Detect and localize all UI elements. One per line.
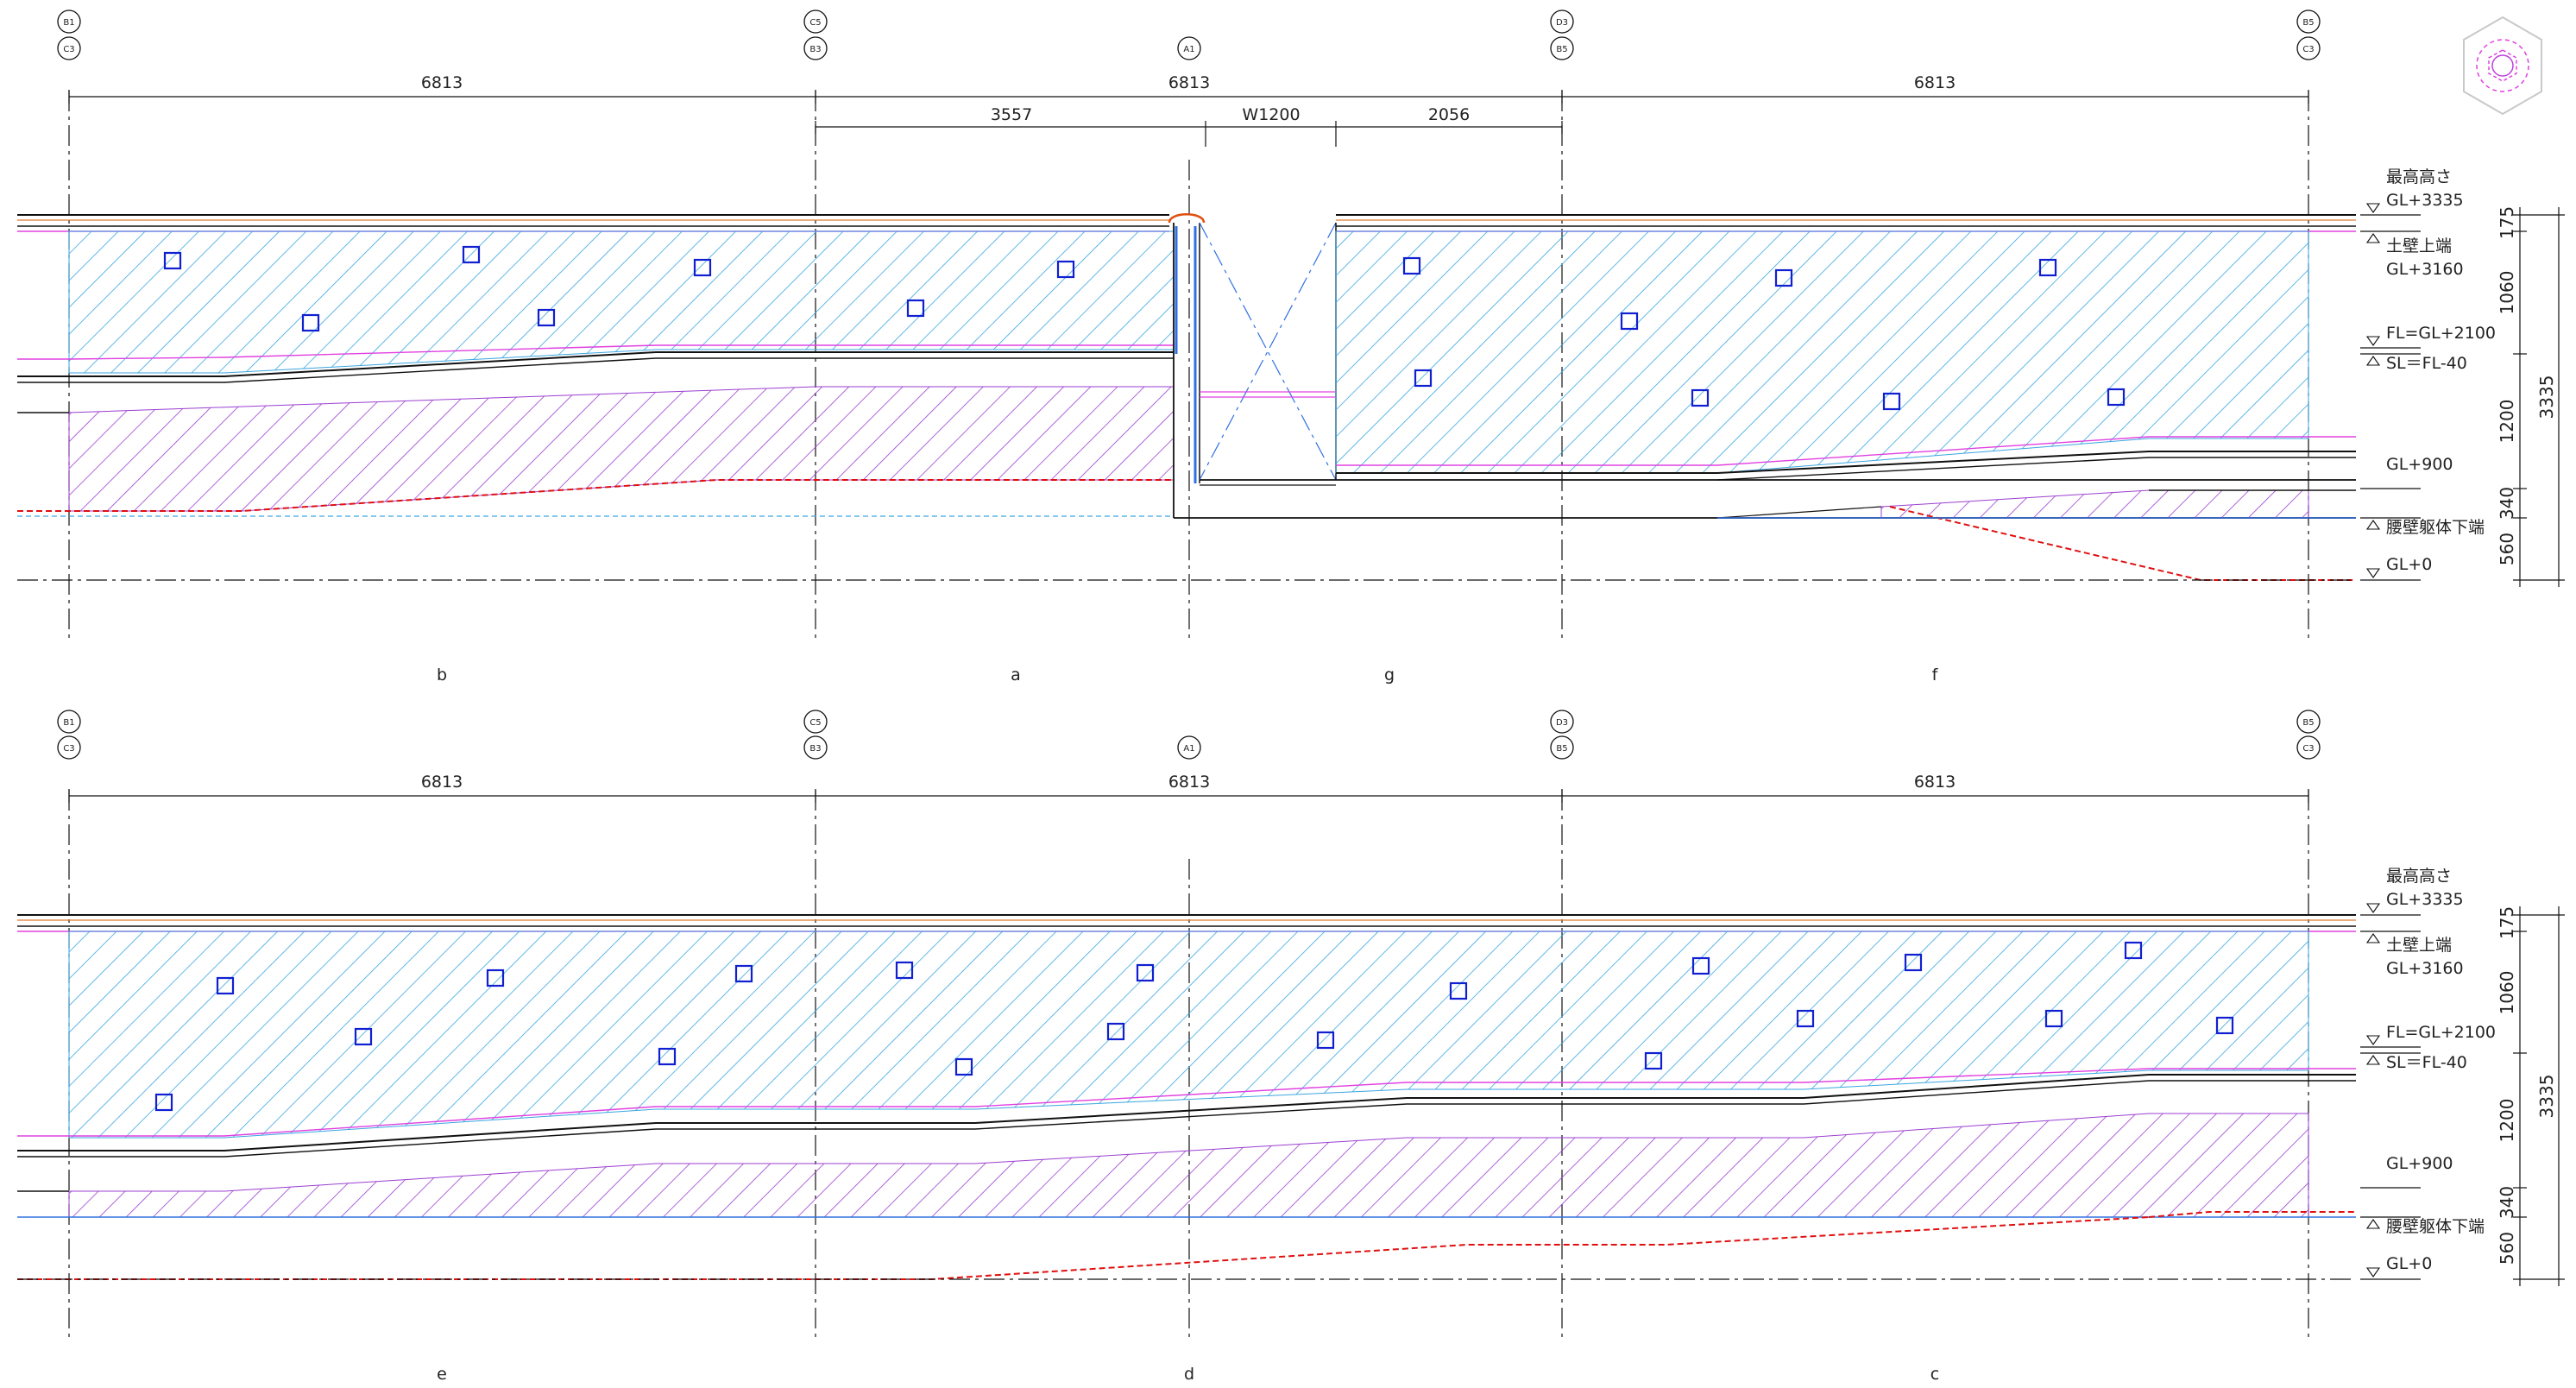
- floor-lines-bottom: [17, 1068, 2356, 1280]
- svg-text:C3: C3: [2302, 744, 2314, 754]
- level-fl: FL=GL+2100: [2386, 324, 2496, 343]
- grid-tag-b5c3: B5 C3: [2296, 9, 2321, 60]
- grid-tag-d3b5-bottom: D3 B5: [1550, 710, 1574, 760]
- orientation-mark-icon: [2463, 16, 2542, 116]
- dim-3557: 3557: [991, 105, 1032, 124]
- elevation-label-f: f: [1932, 666, 1939, 685]
- level-gl900: GL+900: [2386, 455, 2453, 474]
- svg-text:C5: C5: [809, 18, 821, 28]
- svg-text:GL+3335: GL+3335: [2386, 890, 2464, 909]
- grid-tag-a1: A1: [1177, 36, 1201, 60]
- svg-text:6813: 6813: [1914, 773, 1956, 792]
- svg-text:B3: B3: [809, 45, 821, 54]
- bottom-elevation: B1 C3 C5 B3 A1 D3 B5 B5 C3: [17, 710, 2565, 1384]
- svg-text:C3: C3: [2302, 45, 2314, 54]
- svg-text:SL＝FL-40: SL＝FL-40: [2386, 1053, 2467, 1072]
- svg-text:A1: A1: [1183, 45, 1194, 54]
- level-max-title: 最高高さ: [2386, 167, 2452, 186]
- svg-text:560: 560: [2497, 533, 2517, 565]
- svg-text:C3: C3: [63, 45, 74, 54]
- dim-6813-1: 6813: [421, 73, 463, 92]
- level-wall-value: GL+3160: [2386, 260, 2464, 279]
- elevation-label-b: b: [437, 666, 447, 685]
- level-waist: 腰壁躯体下端: [2386, 518, 2485, 537]
- svg-text:340: 340: [2497, 487, 2517, 520]
- dim-6813-3: 6813: [1914, 73, 1956, 92]
- dimension-line-sub: 3557 W1200 2056: [815, 105, 1563, 147]
- dim-6813-2: 6813: [1168, 73, 1210, 92]
- level-wall-title: 土壁上端: [2386, 237, 2452, 256]
- svg-text:1200: 1200: [2497, 1099, 2517, 1143]
- level-max-value: GL+3335: [2386, 191, 2464, 210]
- svg-text:6813: 6813: [421, 773, 463, 792]
- dim-2056: 2056: [1428, 105, 1470, 124]
- svg-text:A1: A1: [1183, 744, 1194, 754]
- svg-text:B1: B1: [63, 718, 74, 728]
- svg-text:GL+3160: GL+3160: [2386, 959, 2464, 978]
- vent-squares-top: [163, 245, 2126, 411]
- svg-text:1060: 1060: [2497, 971, 2517, 1015]
- svg-text:340: 340: [2497, 1186, 2517, 1219]
- level-markers-top: 最高高さ GL+3335 土壁上端 GL+3160 FL=GL+2100 SL＝…: [2360, 167, 2496, 581]
- dimension-line-main-bottom: 6813 6813 6813: [68, 773, 2309, 803]
- svg-text:B5: B5: [1556, 744, 1567, 754]
- svg-text:最高高さ: 最高高さ: [2386, 867, 2452, 886]
- top-elevation: B1 C3 C5 B3 A1 D3 B5 B5 C3: [17, 9, 2565, 685]
- elevation-label-e: e: [437, 1365, 447, 1384]
- right-dims-top: 175 1060 1200 340 560 3335: [2497, 206, 2565, 587]
- svg-text:B3: B3: [809, 744, 821, 754]
- grid-tag-b1c3-bottom: B1 C3: [57, 710, 81, 760]
- svg-text:B5: B5: [1556, 45, 1567, 54]
- svg-text:D3: D3: [1556, 718, 1568, 728]
- svg-text:6813: 6813: [1168, 773, 1210, 792]
- svg-text:3335: 3335: [2536, 375, 2557, 420]
- level-gl0: GL+0: [2386, 555, 2432, 574]
- elevation-label-g: g: [1384, 666, 1395, 685]
- dimension-line-main: 6813 6813 6813: [68, 73, 2309, 104]
- wall-top-lines: [17, 214, 2356, 232]
- dim-w1200: W1200: [1242, 105, 1300, 124]
- svg-text:1060: 1060: [2497, 271, 2517, 315]
- svg-text:B5: B5: [2302, 718, 2314, 728]
- svg-text:B5: B5: [2302, 18, 2314, 28]
- svg-text:腰壁躯体下端: 腰壁躯体下端: [2386, 1217, 2485, 1236]
- waist-panel-right: [1880, 489, 2309, 519]
- wall-top-lines-bottom: [17, 914, 2356, 932]
- grid-tag-a1-bottom: A1: [1177, 735, 1201, 760]
- elevation-label-a: a: [1011, 666, 1021, 685]
- wall-panel-bottom: [68, 931, 2309, 1139]
- svg-text:1200: 1200: [2497, 400, 2517, 444]
- svg-text:C3: C3: [63, 744, 74, 754]
- right-dims-bottom: 175 1060 1200 340 560 3335: [2497, 906, 2565, 1286]
- grid-tag-d3b5: D3 B5: [1550, 9, 1574, 60]
- svg-text:C5: C5: [809, 718, 821, 728]
- svg-text:FL=GL+2100: FL=GL+2100: [2386, 1023, 2496, 1042]
- grid-tag-c5b3-bottom: C5 B3: [803, 710, 828, 760]
- level-sl: SL＝FL-40: [2386, 354, 2467, 373]
- vent-squares-bottom: [154, 941, 2234, 1112]
- svg-text:土壁上端: 土壁上端: [2386, 936, 2452, 955]
- svg-text:175: 175: [2497, 206, 2517, 239]
- svg-text:560: 560: [2497, 1232, 2517, 1265]
- elevation-label-c: c: [1930, 1365, 1939, 1384]
- waist-panel-left: [68, 386, 1175, 512]
- svg-text:D3: D3: [1556, 18, 1568, 28]
- grid-tag-b1c3: B1 C3: [57, 9, 81, 60]
- floor-lines-left: [17, 344, 1174, 517]
- level-markers-bottom: 最高高さ GL+3335 土壁上端 GL+3160 FL=GL+2100 SL＝…: [2360, 867, 2496, 1280]
- elevation-label-d: d: [1184, 1365, 1194, 1384]
- svg-text:175: 175: [2497, 906, 2517, 939]
- svg-text:GL+0: GL+0: [2386, 1254, 2432, 1273]
- svg-text:GL+900: GL+900: [2386, 1154, 2453, 1173]
- grid-tag-c5b3: C5 B3: [803, 9, 828, 60]
- svg-text:3335: 3335: [2536, 1075, 2557, 1119]
- grid-tag-b5c3-bottom: B5 C3: [2296, 710, 2321, 760]
- svg-text:B1: B1: [63, 18, 74, 28]
